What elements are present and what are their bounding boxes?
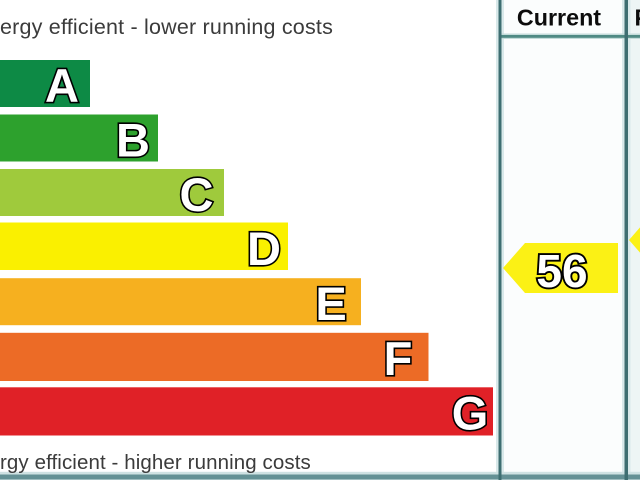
svg-text:C: C bbox=[180, 168, 214, 221]
svg-text:G: G bbox=[452, 386, 489, 439]
svg-text:F: F bbox=[384, 332, 413, 385]
svg-text:B: B bbox=[116, 114, 150, 167]
svg-text:E: E bbox=[315, 277, 346, 330]
svg-text:Potential: Potential bbox=[635, 5, 640, 31]
svg-text:56: 56 bbox=[536, 245, 587, 297]
svg-text:Current: Current bbox=[517, 5, 601, 31]
svg-text:D: D bbox=[247, 222, 281, 275]
svg-text:A: A bbox=[45, 59, 79, 112]
svg-text:ergy efficient - lower running: ergy efficient - lower running costs bbox=[0, 15, 333, 39]
svg-text:rgy efficient - higher running: rgy efficient - higher running costs bbox=[0, 451, 311, 474]
